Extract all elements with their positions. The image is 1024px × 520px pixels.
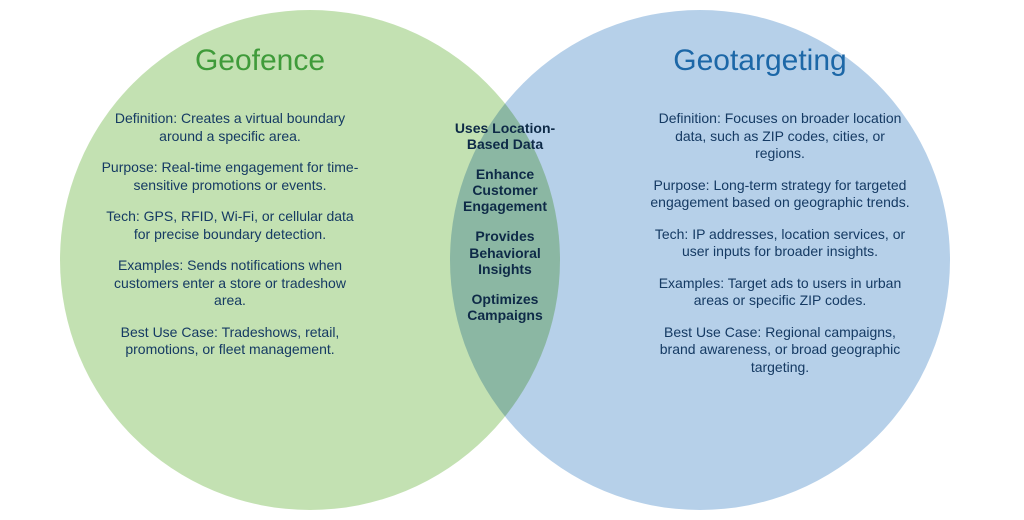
right-body: Definition: Focuses on broader location … <box>650 110 910 390</box>
overlap-item: Optimizes Campaigns <box>450 291 560 323</box>
left-title: Geofence <box>160 44 360 78</box>
right-item: Best Use Case: Regional campaigns, brand… <box>650 324 910 377</box>
left-item: Definition: Creates a virtual boundary a… <box>100 110 360 145</box>
overlap-item: Provides Behavioral Insights <box>450 228 560 276</box>
left-item: Tech: GPS, RFID, Wi-Fi, or cellular data… <box>100 208 360 243</box>
left-item: Purpose: Real-time engagement for time-s… <box>100 159 360 194</box>
overlap-item: Enhance Customer Engagement <box>450 166 560 214</box>
right-item: Tech: IP addresses, location services, o… <box>650 226 910 261</box>
right-title: Geotargeting <box>650 44 870 78</box>
left-body: Definition: Creates a virtual boundary a… <box>100 110 360 373</box>
right-item: Definition: Focuses on broader location … <box>650 110 910 163</box>
overlap-item: Uses Location-Based Data <box>450 120 560 152</box>
venn-diagram: Geofence Geotargeting Definition: Create… <box>0 0 1024 520</box>
overlap-body: Uses Location-Based Data Enhance Custome… <box>450 120 560 337</box>
right-item: Purpose: Long-term strategy for targeted… <box>650 177 910 212</box>
left-item: Best Use Case: Tradeshows, retail, promo… <box>100 324 360 359</box>
left-item: Examples: Sends notifications when custo… <box>100 257 360 310</box>
right-item: Examples: Target ads to users in urban a… <box>650 275 910 310</box>
